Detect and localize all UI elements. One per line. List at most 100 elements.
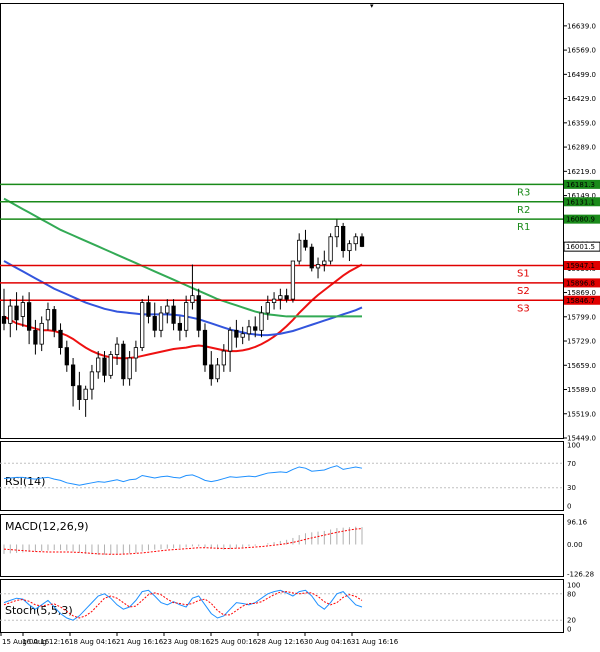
price-tick-label: 15799.0	[567, 313, 596, 321]
candle-body	[158, 312, 164, 331]
level-label-r3: R3	[517, 187, 530, 198]
candle-body	[190, 295, 195, 303]
candle-body	[353, 236, 358, 245]
candle	[221, 344, 226, 372]
stoch-title: Stoch(5,5,3)	[5, 604, 73, 617]
panel-frame	[0, 441, 564, 511]
candle-body	[165, 305, 170, 314]
candle-body	[240, 333, 245, 338]
candle-body	[290, 260, 296, 300]
candle	[77, 371, 82, 410]
candle-body	[58, 329, 63, 349]
candle-body	[108, 354, 113, 376]
price-tick-label: 16289.0	[567, 144, 596, 152]
current-price-label: 16001.5	[566, 243, 595, 251]
candle-body	[52, 309, 57, 331]
time-tick-label: 21 Aug 16:16	[116, 638, 164, 646]
indicator-tick-label: 100	[567, 442, 580, 450]
rsi-panel: RSI(14) 100 70 30 0	[0, 442, 580, 511]
candle	[108, 351, 113, 379]
time-tick-label: 16 Aug 12:16	[22, 638, 70, 646]
level-tag	[564, 214, 600, 224]
candle-body	[227, 329, 233, 352]
moving-averages	[3, 197, 363, 360]
price-tick-label: 16359.0	[567, 119, 596, 127]
level-label-s3: S3	[517, 303, 530, 314]
level-tag-label: 16131.1	[566, 198, 595, 206]
candle-body	[64, 347, 69, 366]
time-tick-label: 18 Aug 04:16	[69, 638, 117, 646]
candle-body	[114, 343, 120, 355]
time-tick-label: 15 Aug 00:16	[2, 638, 50, 646]
candle	[190, 264, 195, 310]
candle	[315, 257, 321, 279]
candle-body	[221, 350, 226, 366]
candle-body	[234, 329, 239, 338]
level-label-s1: S1	[517, 268, 530, 279]
level-tag-label: 15947.1	[566, 262, 595, 270]
candle-body	[259, 312, 264, 331]
panel-frame	[0, 514, 564, 577]
candle	[253, 316, 258, 338]
candle	[58, 323, 63, 355]
rsi-title: RSI(14)	[5, 475, 45, 488]
candle-body	[133, 347, 139, 359]
level-label-r1: R1	[517, 222, 530, 233]
candle-body	[322, 260, 327, 265]
indicator-tick-label: 0	[567, 503, 571, 511]
chevron-down-icon[interactable]: ▾	[370, 2, 374, 10]
candle	[215, 357, 220, 383]
candle-body	[77, 385, 82, 400]
level-tag-label: 16181.3	[566, 181, 595, 189]
time-tick-label: 25 Aug 00:16	[210, 638, 258, 646]
level-label-s2: S2	[517, 286, 530, 297]
candle-body	[152, 316, 157, 331]
price-tick-label: 16639.0	[567, 22, 596, 30]
candle	[171, 299, 176, 331]
candle-body	[297, 239, 302, 262]
time-tick-label: 31 Aug 16:16	[351, 638, 399, 646]
candle-body	[271, 298, 277, 303]
candle	[140, 299, 145, 352]
stoch-signal-line	[3, 591, 363, 619]
price-tick-label: 15449.0	[567, 435, 596, 443]
level-tag	[564, 179, 600, 189]
candle	[209, 351, 214, 386]
candle	[102, 351, 107, 383]
price-tick-label: 16219.0	[567, 168, 596, 176]
panel-frame	[0, 3, 564, 439]
candle	[196, 288, 201, 338]
ma-line-green	[3, 197, 362, 318]
price-tick-label: 16499.0	[567, 71, 596, 79]
candle	[127, 351, 132, 386]
candle-body	[70, 364, 76, 387]
candle-body	[39, 322, 44, 345]
candle-body	[278, 295, 283, 300]
level-tag	[564, 260, 600, 270]
indicator-tick-label: 100	[567, 582, 580, 590]
panel-frames	[0, 3, 564, 633]
price-tick-label: 15519.0	[567, 410, 596, 418]
candle-body	[146, 302, 151, 317]
candle	[322, 250, 327, 272]
candle-body	[184, 302, 189, 331]
price-tick-label: 15659.0	[567, 362, 596, 370]
indicator-tick-label: 0	[567, 626, 571, 634]
indicator-tick-label: 80	[567, 590, 576, 598]
level-tag	[564, 278, 600, 288]
candle-body	[246, 326, 252, 335]
candles	[1, 219, 365, 417]
candle	[1, 288, 7, 331]
candle	[297, 233, 302, 265]
price-tick-label: 15729.0	[567, 338, 596, 346]
price-tick-label: 15589.0	[567, 386, 596, 394]
candle-body	[253, 326, 258, 331]
candle	[202, 323, 208, 372]
time-tick-label: 23 Aug 08:16	[163, 638, 211, 646]
candle	[146, 295, 151, 324]
pivot-levels: R3 R2 R1 S1 S2 S3	[0, 183, 563, 314]
candle	[20, 295, 25, 327]
candle	[184, 295, 189, 338]
candle	[158, 306, 164, 338]
candle-body	[196, 295, 201, 331]
